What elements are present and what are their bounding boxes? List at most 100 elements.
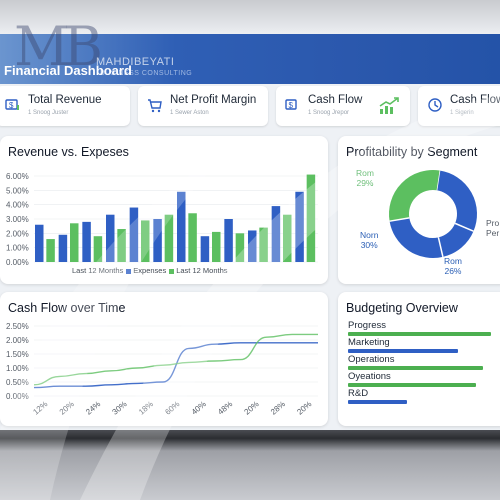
kpi-title: Cash Flow bbox=[308, 94, 363, 106]
budget-progress-bar bbox=[348, 349, 458, 353]
kpi-title: Net Profit Margin bbox=[170, 94, 257, 106]
x-tick-label: 24% bbox=[84, 399, 102, 416]
x-tick-label: 30% bbox=[111, 399, 129, 416]
trend-up-icon bbox=[379, 97, 399, 114]
donut-slice bbox=[389, 170, 440, 222]
bar-expenses bbox=[295, 191, 304, 262]
bar-expenses bbox=[35, 224, 44, 262]
segment-label-name: Rom bbox=[356, 168, 374, 178]
clock-dollar-icon bbox=[428, 98, 442, 112]
kpi-title: Cash Flow bbox=[450, 94, 500, 106]
donut-slice-divider bbox=[389, 217, 410, 222]
y-tick-label: 0.00% bbox=[6, 258, 29, 267]
svg-text:$: $ bbox=[9, 101, 14, 110]
budget-item-label: Marketing bbox=[348, 337, 390, 348]
y-tick-label: 0.50% bbox=[6, 378, 29, 387]
legend-item: Last 12 Months bbox=[72, 266, 124, 275]
y-tick-label: 2.00% bbox=[6, 336, 29, 345]
x-tick-label: 28% bbox=[269, 399, 287, 416]
bar-expenses bbox=[200, 236, 210, 262]
x-tick-label: 20% bbox=[243, 399, 261, 416]
budget-progress-bar bbox=[348, 366, 483, 370]
bar-last-12-months bbox=[306, 174, 316, 262]
brand-tagline: BUSINESS CONSULTING bbox=[100, 70, 193, 77]
segment-label: Rom 29% bbox=[356, 168, 374, 188]
brand-name: MAHDIBEYATI bbox=[96, 56, 175, 68]
donut-slice-divider bbox=[454, 222, 474, 232]
donut-slice bbox=[389, 217, 443, 258]
segment-label-value: Per bbox=[486, 228, 500, 238]
budget-item-label: Operations bbox=[348, 354, 395, 365]
budget-progress-bar bbox=[348, 383, 476, 387]
bar-expenses bbox=[82, 221, 91, 262]
segment-label: Rom 26% bbox=[444, 256, 462, 276]
kpi-subtitle: 1 Snoog Jrepor bbox=[308, 110, 350, 116]
bar-last-12-months bbox=[70, 223, 79, 262]
chart-title: Revenue vs. Expeses bbox=[8, 145, 129, 159]
bar-expenses bbox=[177, 191, 186, 262]
kpi-subtitle: 1 Snoog Juster bbox=[28, 110, 69, 116]
cashflow-line-blue bbox=[33, 342, 318, 389]
legend-swatch-blue bbox=[126, 268, 132, 274]
dashboard-header: Financial Dashboard bbox=[0, 34, 500, 84]
bar-last-12-months bbox=[93, 236, 103, 262]
segment-label-value: 30% bbox=[360, 240, 378, 250]
bar-last-12-months bbox=[46, 239, 55, 262]
budget-progress-bar bbox=[348, 332, 491, 336]
y-tick-label: 4.00% bbox=[6, 201, 29, 210]
segment-label-name: Pro bbox=[486, 218, 500, 228]
bar-last-12-months bbox=[188, 213, 197, 262]
card-title: Budgeting Overview bbox=[346, 301, 458, 315]
cashflow-line-green bbox=[33, 333, 318, 386]
y-tick-label: 2.50% bbox=[6, 322, 29, 331]
screen-bezel-top bbox=[0, 0, 500, 34]
budget-card: Budgeting Overview Progress Marketing Oper… bbox=[338, 292, 500, 426]
x-tick-label: 60% bbox=[163, 399, 181, 416]
x-tick-label: 40% bbox=[190, 399, 208, 416]
bar-last-12-months bbox=[212, 231, 221, 262]
chart-legend: Last 12 Months Expenses Last 12 Months bbox=[72, 266, 228, 275]
revenue-chart-card: Revenue vs. Expeses 0.00% 1.00% 2.00% 3.00%… bbox=[0, 136, 328, 284]
kpi-card-net-profit[interactable]: Net Profit Margin 1 Sewer Aston bbox=[138, 86, 268, 126]
y-tick-label: 6.00% bbox=[6, 172, 29, 181]
y-tick-label: 2.00% bbox=[6, 229, 29, 238]
y-tick-label: 0.00% bbox=[6, 392, 29, 401]
kpi-row: $ Total Revenue 1 Snoog Juster Net Profi… bbox=[0, 86, 500, 128]
y-tick-label: 1.50% bbox=[6, 350, 29, 359]
bar-expenses bbox=[248, 230, 257, 262]
kpi-card-total-revenue[interactable]: $ Total Revenue 1 Snoog Juster bbox=[0, 86, 130, 126]
bar-expenses bbox=[224, 219, 233, 262]
segment-label: Pro Per bbox=[486, 218, 499, 238]
kpi-card-cash-flow[interactable]: $ Cash Flow 1 Snoog Jrepor bbox=[276, 86, 410, 126]
brand-logo: MB bbox=[14, 15, 103, 78]
segment-donut-chart bbox=[389, 170, 477, 258]
screen-bezel-bottom bbox=[0, 430, 500, 500]
bar-last-12-months bbox=[259, 227, 268, 262]
donut-slice bbox=[437, 222, 474, 257]
donut-slice-divider bbox=[435, 170, 441, 191]
cart-icon bbox=[148, 99, 162, 113]
segment-label-name: Norn bbox=[360, 230, 379, 240]
budget-item-label: Progress bbox=[348, 320, 387, 331]
bar-last-12-months bbox=[283, 214, 292, 262]
chart-title: Cash Flow over Time bbox=[8, 301, 126, 315]
bar-expenses bbox=[106, 214, 115, 262]
legend-item: Last 12 Months bbox=[176, 266, 228, 275]
donut-slice bbox=[435, 170, 477, 232]
bar-last-12-months bbox=[117, 229, 126, 262]
bar-expenses bbox=[58, 234, 68, 262]
revenue-bar-chart: 0.00% 1.00% 2.00% 3.00% 4.00% 5.00% 6.00% bbox=[6, 172, 318, 267]
legend-item: Expenses bbox=[133, 266, 167, 275]
segment-label-value: 29% bbox=[356, 178, 374, 188]
kpi-card-cash-flow-2[interactable]: Cash Flow 1 Sigerin bbox=[418, 86, 500, 126]
bar-expenses bbox=[271, 206, 281, 262]
x-tick-label: 48% bbox=[216, 399, 234, 416]
y-tick-label: 5.00% bbox=[6, 186, 29, 195]
x-tick-label: 18% bbox=[137, 399, 155, 416]
x-tick-label: 20% bbox=[295, 399, 313, 416]
bar-last-12-months bbox=[235, 233, 245, 262]
segment-label-value: 26% bbox=[444, 266, 462, 276]
y-tick-label: 3.00% bbox=[6, 215, 29, 224]
dollar-chart-icon: $ bbox=[5, 99, 19, 110]
